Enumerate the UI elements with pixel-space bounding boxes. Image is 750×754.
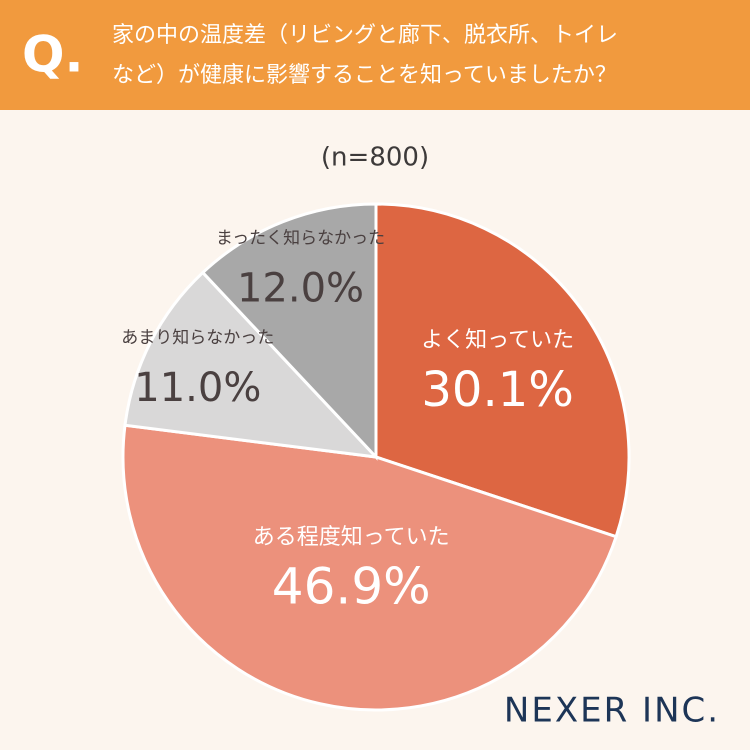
- slice-label: あまり知らなかった: [121, 328, 274, 348]
- slice-value-label: 46.9%: [272, 558, 431, 616]
- header-bar: [0, 0, 750, 110]
- pie-slice: [123, 270, 380, 460]
- slice-value-label: 30.1%: [421, 362, 573, 418]
- slice-value-label: 11.0%: [134, 365, 261, 411]
- q-mark: Q.: [22, 26, 84, 84]
- question-line: 家の中の温度差（リビングと廊下、脱衣所、トイレ: [112, 23, 618, 48]
- slice-label: よく知っていた: [421, 328, 574, 353]
- question-line: など）が健康に影響することを知っていましたか？: [112, 63, 617, 88]
- slice-label: まったく知らなかった: [216, 228, 385, 248]
- slice-label: ある程度知っていた: [253, 525, 450, 550]
- pie-slice: [200, 202, 378, 461]
- chart-subtitle: (n=800): [321, 143, 429, 173]
- slice-value-label: 12.0%: [237, 265, 364, 311]
- pie: よく知っていた 30.1% ある程度知っていた 46.9% あまり知らなかった 11.0%…: [121, 202, 631, 712]
- pie-slice: [121, 423, 619, 712]
- pie-slice: [374, 202, 631, 539]
- logo: NEXER INC.: [504, 691, 720, 731]
